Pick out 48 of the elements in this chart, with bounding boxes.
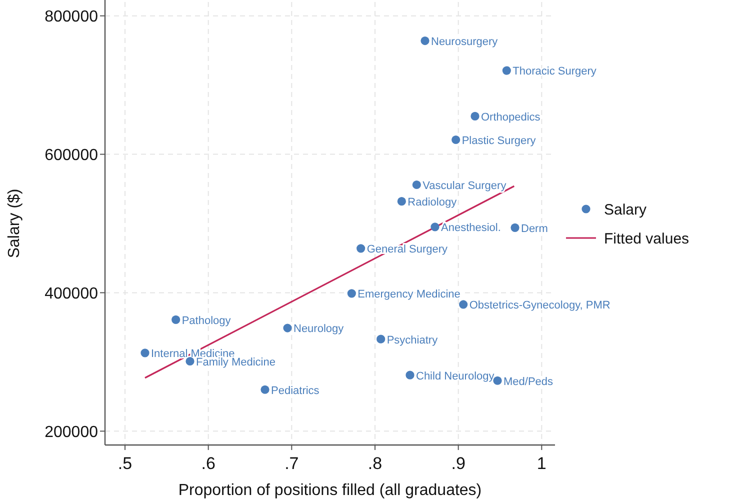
point <box>459 300 468 309</box>
annotation: Vascular Surgery <box>422 180 507 192</box>
x-tick-label: .6 <box>201 454 216 473</box>
y-tick-label: 400000 <box>44 285 98 302</box>
annotation: Orthopedics <box>481 111 541 124</box>
point <box>283 324 292 332</box>
point <box>260 385 270 394</box>
annotation: Pathology <box>182 314 232 327</box>
point <box>420 36 430 46</box>
annotation: Anesthesiol. <box>441 222 501 234</box>
annotation: Pediatrics <box>271 384 320 397</box>
x-tick-label: .7 <box>284 454 299 473</box>
point <box>470 112 480 121</box>
x-axis-title: Proportion of positions filled (all graduates) <box>178 482 482 499</box>
point <box>502 66 511 75</box>
x-tick-label: .5 <box>118 454 132 473</box>
y-tick-label: 600000 <box>44 146 98 164</box>
annotation: Med/Peds <box>504 376 554 388</box>
point <box>376 334 386 344</box>
annotation: Child Neurology <box>416 370 495 382</box>
annotation: Psychiatry <box>386 334 438 346</box>
point <box>406 370 414 380</box>
y-axis-title: Salary ($) <box>6 188 23 258</box>
annotation: Thoracic Surgery <box>512 66 597 78</box>
point <box>347 289 356 298</box>
x-tick-label: 1 <box>536 454 546 473</box>
annotation: Emergency Medicine <box>358 288 460 301</box>
point <box>140 348 150 358</box>
legend-label: Fitted values <box>604 230 690 248</box>
y-tick-label: 200000 <box>44 424 98 441</box>
legend-label: Salary <box>604 201 648 218</box>
annotation: Neurology <box>294 323 344 336</box>
annotation: Plastic Surgery <box>462 134 536 147</box>
annotation: Obstetrics-Gynecology, PMR <box>469 300 610 312</box>
point <box>172 315 180 324</box>
point <box>356 244 366 253</box>
point <box>186 356 194 366</box>
point <box>430 222 440 232</box>
point <box>452 135 460 144</box>
annotation: Derm <box>521 222 548 235</box>
annotation: Radiology <box>408 196 458 209</box>
y-tick-label: 800000 <box>44 8 98 26</box>
annotation: Neurosurgery <box>431 36 498 48</box>
x-tick-label: .9 <box>451 454 466 473</box>
x-tick-label: .8 <box>368 454 382 473</box>
point <box>412 180 421 190</box>
point <box>397 197 406 206</box>
point <box>510 223 520 232</box>
